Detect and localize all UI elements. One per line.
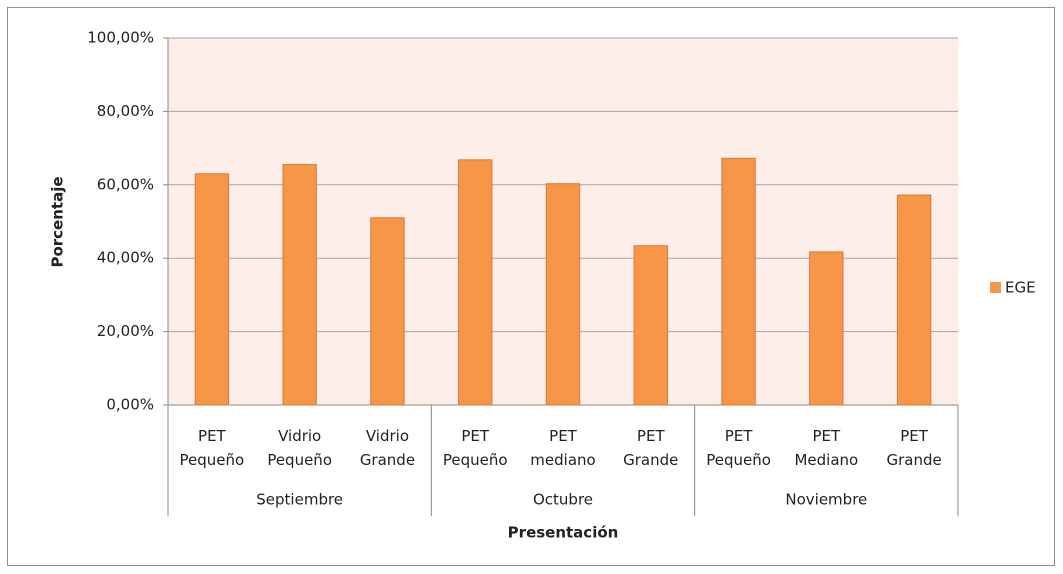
y-tick-label: 80,00% (97, 102, 154, 120)
bar (633, 245, 668, 406)
y-tick-label: 20,00% (97, 322, 154, 340)
x-tick-label: PET Pequeño (443, 427, 508, 469)
bar (809, 251, 844, 406)
x-axis-title: Presentación (508, 524, 619, 542)
bar (545, 183, 581, 406)
y-tick-label: 40,00% (97, 249, 154, 267)
x-tick-label: PET Pequeño (706, 427, 771, 469)
y-tick-label: 100,00% (87, 29, 154, 47)
y-tick-label: 0,00% (106, 396, 154, 414)
y-axis-title: Porcentaje (49, 176, 67, 267)
legend-label: EGE (1005, 279, 1036, 297)
group-label: Octubre (533, 491, 593, 509)
bar (194, 173, 230, 406)
legend-swatch (990, 282, 1001, 293)
x-tick-label: Vidrio Grande (360, 427, 415, 469)
bar (282, 164, 317, 406)
x-tick-label: PET Mediano (794, 427, 858, 469)
bar (370, 217, 405, 406)
x-tick-label: Vidrio Pequeño (267, 427, 332, 469)
group-label: Noviembre (785, 491, 867, 509)
x-tick-label: PET Pequeño (180, 427, 245, 469)
bar (721, 157, 756, 406)
x-tick-label: PET Grande (886, 427, 941, 469)
y-tick-label: 60,00% (97, 175, 154, 193)
x-tick-label: PET Grande (623, 427, 678, 469)
x-tick-label: PET mediano (530, 427, 595, 469)
bar (896, 194, 932, 406)
bar (458, 159, 493, 406)
group-label: Septiembre (256, 491, 343, 509)
